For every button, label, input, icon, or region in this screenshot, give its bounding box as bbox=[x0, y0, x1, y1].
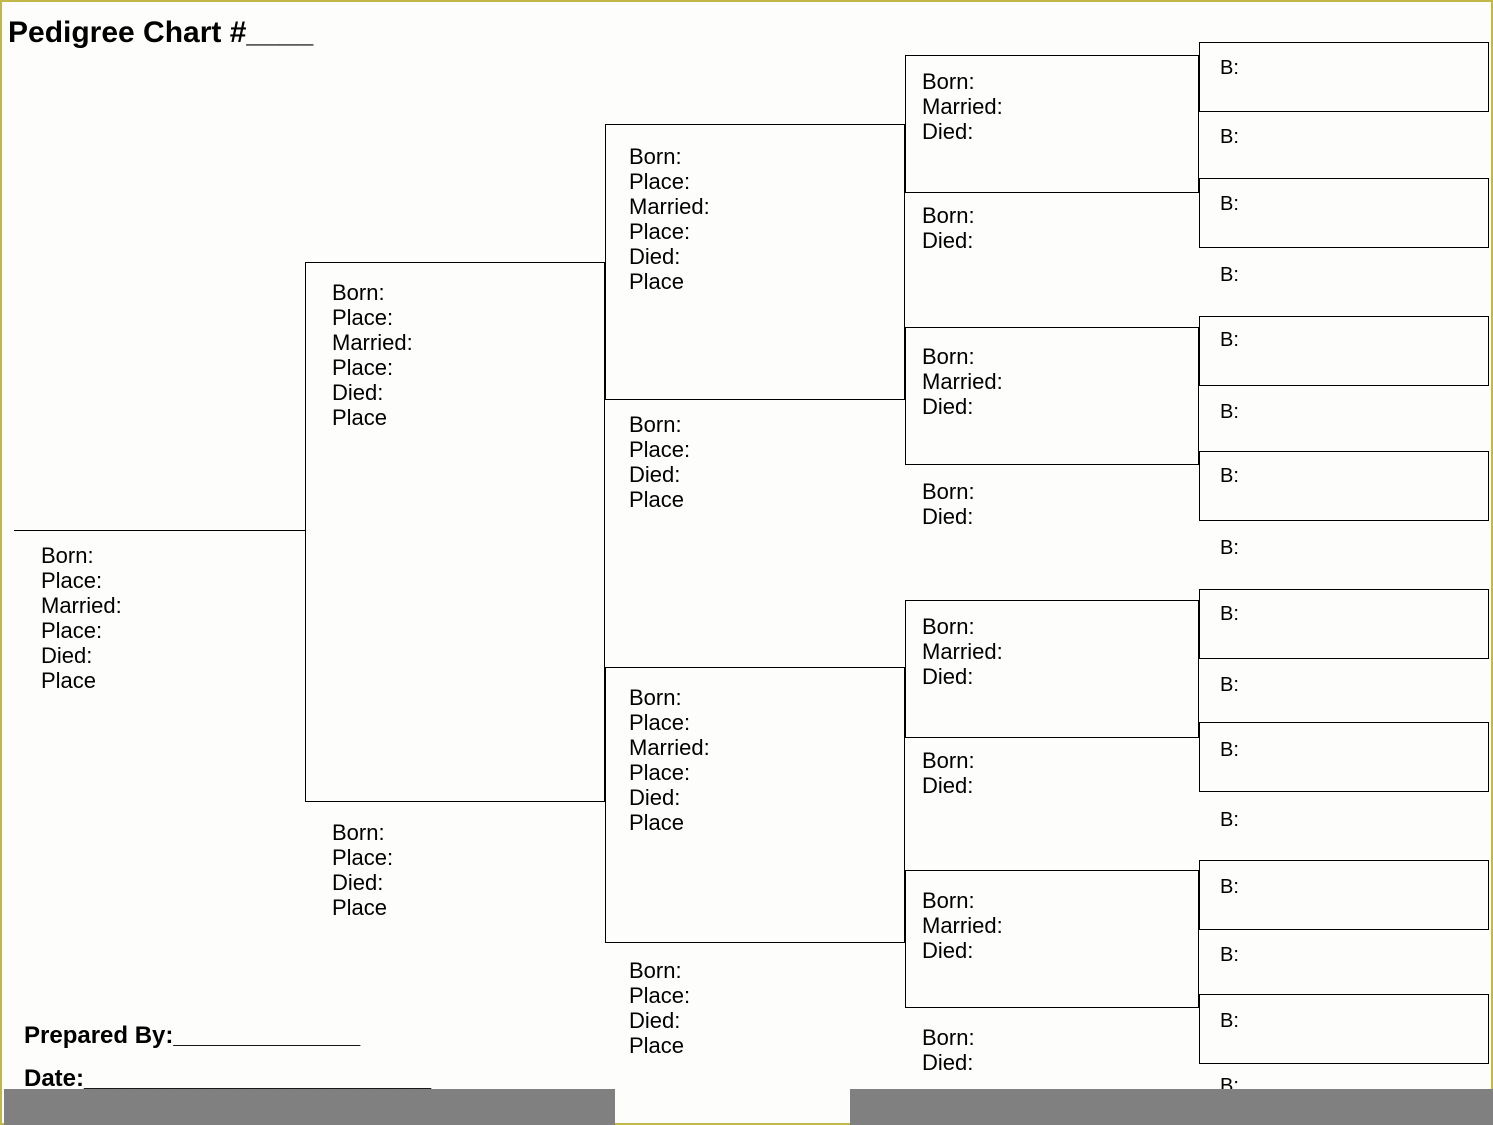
field-born: Born: bbox=[922, 888, 1003, 913]
field-place: Place: bbox=[332, 355, 413, 380]
field-place: Place: bbox=[629, 983, 690, 1008]
gen4-4-top: Born: Married: Died: bbox=[922, 888, 1003, 963]
field-born: Born: bbox=[922, 344, 1003, 369]
field-born: Born: bbox=[332, 280, 413, 305]
gen3-1-bot: Born: Place: Died: Place bbox=[629, 412, 690, 512]
field-place: Place: bbox=[332, 845, 393, 870]
gen5-b-bot-3: B: bbox=[1220, 401, 1239, 424]
field-place-nc: Place bbox=[332, 895, 393, 920]
prepared-by: Prepared By:______________ bbox=[24, 1022, 360, 1050]
gen5-b-top-6: B: bbox=[1220, 739, 1239, 762]
field-place-nc: Place bbox=[629, 487, 690, 512]
gen4-1-bot: Born: Died: bbox=[922, 203, 975, 253]
field-place: Place: bbox=[332, 305, 413, 330]
field-married: Married: bbox=[629, 194, 710, 219]
field-died: Died: bbox=[922, 228, 975, 253]
field-died: Died: bbox=[922, 664, 1003, 689]
field-born: Born: bbox=[922, 69, 1003, 94]
gen3-2-top: Born: Place: Married: Place: Died: Place bbox=[629, 685, 710, 835]
field-place-nc: Place bbox=[629, 269, 710, 294]
field-born: Born: bbox=[629, 144, 710, 169]
gen5-b-top-5: B: bbox=[1220, 603, 1239, 626]
gen2-top-fields: Born: Place: Married: Place: Died: Place bbox=[332, 280, 413, 430]
gen5-b-top-3: B: bbox=[1220, 329, 1239, 352]
field-born: Born: bbox=[629, 685, 710, 710]
gen5-box-6 bbox=[1199, 722, 1489, 792]
field-place: Place: bbox=[629, 219, 710, 244]
field-married: Married: bbox=[922, 639, 1003, 664]
gen4-3-bot: Born: Died: bbox=[922, 748, 975, 798]
field-married: Married: bbox=[922, 94, 1003, 119]
gen5-box-3 bbox=[1199, 316, 1489, 386]
field-died: Died: bbox=[922, 773, 975, 798]
field-died: Died: bbox=[629, 785, 710, 810]
gen4-3-top: Born: Married: Died: bbox=[922, 614, 1003, 689]
field-died: Died: bbox=[922, 504, 975, 529]
gen5-b-top-7: B: bbox=[1220, 876, 1239, 899]
gen5-b-bot-5: B: bbox=[1220, 674, 1239, 697]
gray-bar-left bbox=[4, 1089, 615, 1125]
gen5-b-bot-2: B: bbox=[1220, 264, 1239, 287]
field-died: Died: bbox=[922, 938, 1003, 963]
gen2-bot-fields: Born: Place: Died: Place bbox=[332, 820, 393, 920]
field-born: Born: bbox=[332, 820, 393, 845]
field-married: Married: bbox=[629, 735, 710, 760]
field-place-nc: Place bbox=[629, 1033, 690, 1058]
field-place: Place: bbox=[629, 169, 710, 194]
gen5-b-bot-4: B: bbox=[1220, 537, 1239, 560]
chart-title: Pedigree Chart #____ bbox=[8, 16, 313, 50]
field-married: Married: bbox=[41, 593, 122, 618]
field-born: Born: bbox=[922, 748, 975, 773]
gen5-box-4 bbox=[1199, 451, 1489, 521]
gen4-2-bot: Born: Died: bbox=[922, 479, 975, 529]
field-died: Died: bbox=[922, 394, 1003, 419]
gen5-b-top-4: B: bbox=[1220, 465, 1239, 488]
field-place: Place: bbox=[629, 710, 710, 735]
field-died: Died: bbox=[629, 462, 690, 487]
gray-bar-right bbox=[850, 1089, 1493, 1125]
field-born: Born: bbox=[922, 1025, 975, 1050]
field-place-nc: Place bbox=[41, 668, 122, 693]
field-married: Married: bbox=[922, 913, 1003, 938]
gen5-b-top-8: B: bbox=[1220, 1010, 1239, 1033]
gen4-1-top: Born: Married: Died: bbox=[922, 69, 1003, 144]
gen5-box-1 bbox=[1199, 42, 1489, 112]
gen5-b-bot-6: B: bbox=[1220, 809, 1239, 832]
field-born: Born: bbox=[922, 203, 975, 228]
field-married: Married: bbox=[332, 330, 413, 355]
field-died: Died: bbox=[41, 643, 122, 668]
field-born: Born: bbox=[629, 412, 690, 437]
gen5-b-top-1: B: bbox=[1220, 57, 1239, 80]
gen5-box-5 bbox=[1199, 589, 1489, 659]
gen1-line bbox=[14, 530, 305, 531]
gen5-b-bot-1: B: bbox=[1220, 126, 1239, 149]
field-born: Born: bbox=[922, 614, 1003, 639]
field-married: Married: bbox=[922, 369, 1003, 394]
field-born: Born: bbox=[629, 958, 690, 983]
field-place-nc: Place bbox=[629, 810, 710, 835]
field-died: Died: bbox=[922, 119, 1003, 144]
gen5-b-bot-7: B: bbox=[1220, 944, 1239, 967]
gen4-4-bot: Born: Died: bbox=[922, 1025, 975, 1075]
gen3-1-top: Born: Place: Married: Place: Died: Place bbox=[629, 144, 710, 294]
field-died: Died: bbox=[922, 1050, 975, 1075]
gen1-fields: Born: Place: Married: Place: Died: Place bbox=[41, 543, 122, 693]
field-born: Born: bbox=[41, 543, 122, 568]
field-died: Died: bbox=[332, 870, 393, 895]
field-born: Born: bbox=[922, 479, 975, 504]
field-place-nc: Place bbox=[332, 405, 413, 430]
gen5-box-7 bbox=[1199, 860, 1489, 930]
field-died: Died: bbox=[332, 380, 413, 405]
field-place: Place: bbox=[41, 568, 122, 593]
field-died: Died: bbox=[629, 244, 710, 269]
gen5-b-top-2: B: bbox=[1220, 193, 1239, 216]
field-place: Place: bbox=[629, 760, 710, 785]
gen5-box-8 bbox=[1199, 994, 1489, 1064]
gen4-2-top: Born: Married: Died: bbox=[922, 344, 1003, 419]
field-place: Place: bbox=[629, 437, 690, 462]
field-died: Died: bbox=[629, 1008, 690, 1033]
field-place: Place: bbox=[41, 618, 122, 643]
gen5-box-2 bbox=[1199, 178, 1489, 248]
gen3-2-bot: Born: Place: Died: Place bbox=[629, 958, 690, 1058]
